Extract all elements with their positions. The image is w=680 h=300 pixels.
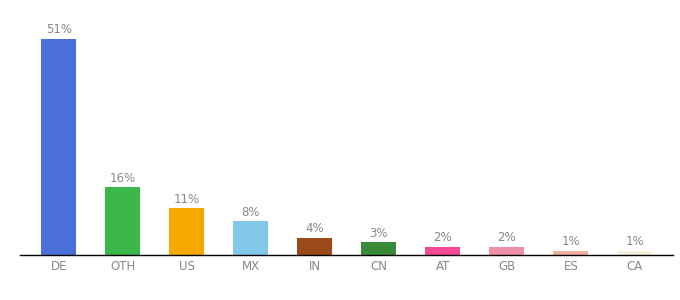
Text: 4%: 4% bbox=[305, 223, 324, 236]
Text: 51%: 51% bbox=[46, 23, 72, 36]
Text: 16%: 16% bbox=[109, 172, 136, 184]
Text: 3%: 3% bbox=[369, 227, 388, 240]
Text: 2%: 2% bbox=[498, 231, 516, 244]
Text: 2%: 2% bbox=[433, 231, 452, 244]
Text: 8%: 8% bbox=[241, 206, 260, 218]
Text: 11%: 11% bbox=[173, 193, 200, 206]
Bar bbox=[425, 247, 460, 255]
Bar bbox=[554, 251, 588, 255]
Bar bbox=[169, 208, 205, 255]
Bar bbox=[233, 221, 269, 255]
Text: 1%: 1% bbox=[626, 235, 644, 248]
Bar bbox=[489, 247, 524, 255]
Bar bbox=[617, 251, 652, 255]
Bar bbox=[297, 238, 333, 255]
Bar bbox=[41, 39, 76, 255]
Text: 1%: 1% bbox=[562, 235, 580, 248]
Bar bbox=[105, 187, 140, 255]
Bar bbox=[361, 242, 396, 255]
